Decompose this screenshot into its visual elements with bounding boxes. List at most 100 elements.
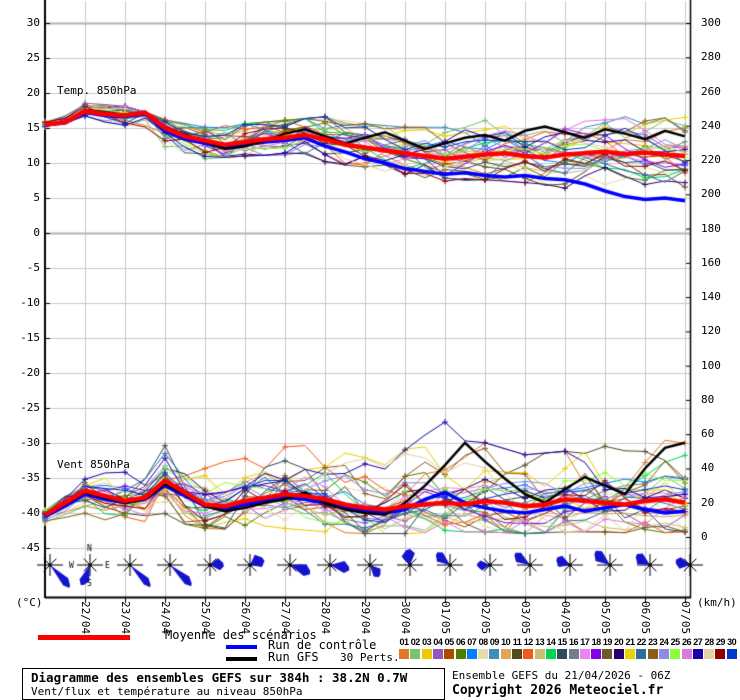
y-left-tick-label: -15 [20, 331, 40, 344]
control-line-swatch [226, 645, 257, 649]
y-left-tick-label: -45 [20, 541, 40, 554]
pert-color-swatch [658, 649, 669, 659]
x-axis-date-label: 07/05 [679, 601, 692, 635]
gfs-line-swatch [226, 657, 257, 661]
temp-panel-label: Temp. 850hPa [57, 84, 137, 97]
pert-color-swatch [523, 649, 534, 659]
pert-color-swatch [466, 649, 477, 659]
pert-color-swatch [545, 649, 556, 659]
pert-color-swatch [692, 649, 703, 659]
pert-color-swatch [489, 649, 500, 659]
pert-color-swatch [613, 649, 624, 659]
pert-number-label: 06 [455, 637, 466, 647]
pert-color-swatch [681, 649, 692, 659]
y-left-tick-label: 30 [26, 16, 40, 29]
pert-number-label: 02 [410, 637, 421, 647]
right-unit-label: (km/h) [697, 596, 737, 609]
y-left-tick-label: 15 [26, 121, 40, 134]
x-axis-date-label: 28/04 [319, 601, 332, 635]
x-axis-date-label: 06/05 [639, 601, 652, 635]
x-axis-date-label: 05/05 [599, 601, 612, 635]
pert-number-label: 25 [670, 637, 681, 647]
pert-color-swatch [625, 649, 635, 659]
pert-number-label: 14 [546, 637, 556, 647]
pert-color-swatch [478, 649, 489, 659]
y-right-tick-label: 280 [701, 50, 721, 64]
mean-line-swatch [38, 635, 130, 640]
pert-number-label: 09 [489, 637, 500, 647]
y-left-tick-label: -40 [20, 506, 40, 519]
perturbations-count-label: 30 Perts. [340, 651, 400, 664]
x-axis-date-label: 23/04 [119, 601, 132, 635]
y-left-tick-label: 0 [33, 226, 40, 239]
left-unit-label: (°C) [16, 596, 43, 609]
pert-number-label: 30 [727, 637, 737, 647]
pert-color-swatch [421, 649, 432, 659]
y-left-tick-label: 10 [26, 156, 40, 169]
pert-color-swatch [704, 649, 715, 659]
y-right-tick-label: 300 [701, 16, 721, 29]
wind-panel-label: Vent 850hPa [57, 458, 130, 471]
pert-number-label: 11 [512, 637, 522, 647]
legend-control-label: Run de contrôle [268, 638, 377, 652]
y-left-tick-label: -25 [20, 401, 40, 414]
pert-color-swatch [636, 649, 647, 659]
pert-number-label: 05 [444, 637, 455, 647]
pert-number-label: 23 [648, 637, 658, 647]
y-right-tick-label: 180 [701, 221, 721, 235]
y-right-tick-label: 220 [701, 153, 721, 167]
y-left-tick-label: 25 [26, 51, 40, 64]
x-axis-date-label: 02/05 [479, 601, 492, 635]
pert-number-label: 27 [693, 637, 703, 647]
x-axis-date-label: 04/05 [559, 601, 572, 635]
y-left-tick-label: -10 [20, 296, 40, 309]
y-right-tick-label: 100 [701, 358, 721, 372]
pert-color-swatch [512, 649, 522, 659]
pert-number-label: 24 [659, 637, 669, 647]
pert-number-label: 17 [580, 637, 590, 647]
pert-number-label: 03 [422, 637, 432, 647]
run-info-label: Ensemble GEFS du 21/04/2026 - 06Z [452, 669, 671, 682]
pert-color-swatch [670, 649, 681, 659]
y-right-tick-label: 200 [701, 187, 721, 201]
x-axis-date-label: 01/05 [439, 601, 452, 635]
y-right-tick-label: 40 [701, 461, 715, 475]
y-right-tick-label: 260 [701, 84, 721, 98]
y-right-tick-label: 240 [701, 118, 721, 132]
pert-number-label: 20 [614, 637, 624, 647]
y-left-tick-label: -5 [26, 261, 40, 274]
pert-color-swatch [534, 649, 545, 659]
pert-color-swatch [602, 649, 613, 659]
footer-title-box: Diagramme des ensembles GEFS sur 384h : … [22, 668, 445, 700]
y-left-tick-label: 5 [33, 191, 40, 204]
pert-number-label: 12 [523, 637, 534, 647]
pert-number-label: 28 [704, 637, 715, 647]
pert-number-label: 16 [568, 637, 579, 647]
legend-mean-label: Moyenne des scénarios [165, 628, 317, 642]
pert-number-label: 18 [591, 637, 602, 647]
pert-number-label: 13 [535, 637, 545, 647]
pert-color-swatch [500, 649, 511, 659]
pert-number-label: 19 [602, 637, 613, 647]
pert-number-label: 26 [681, 637, 692, 647]
pert-number-label: 04 [433, 637, 443, 647]
pert-number-label: 15 [557, 637, 568, 647]
y-left-tick-label: -20 [20, 366, 40, 379]
copyright-label: Copyright 2026 Meteociel.fr [452, 683, 664, 698]
y-right-tick-label: 80 [701, 392, 715, 406]
pert-color-swatch [444, 649, 455, 659]
pert-color-swatch [579, 649, 590, 659]
diagram-title: Diagramme des ensembles GEFS sur 384h : … [31, 670, 408, 685]
pert-color-swatch [568, 649, 579, 659]
pert-number-label: 29 [715, 637, 726, 647]
legend-gfs-label: Run GFS [268, 650, 319, 664]
y-right-tick-label: 160 [701, 255, 721, 269]
y-left-tick-label: -30 [20, 436, 40, 449]
y-right-tick-label: 20 [701, 495, 715, 509]
x-axis-date-label: 29/04 [359, 601, 372, 635]
y-right-tick-label: 140 [701, 290, 721, 304]
y-right-tick-label: 0 [701, 530, 708, 543]
y-left-tick-label: -35 [20, 471, 40, 484]
